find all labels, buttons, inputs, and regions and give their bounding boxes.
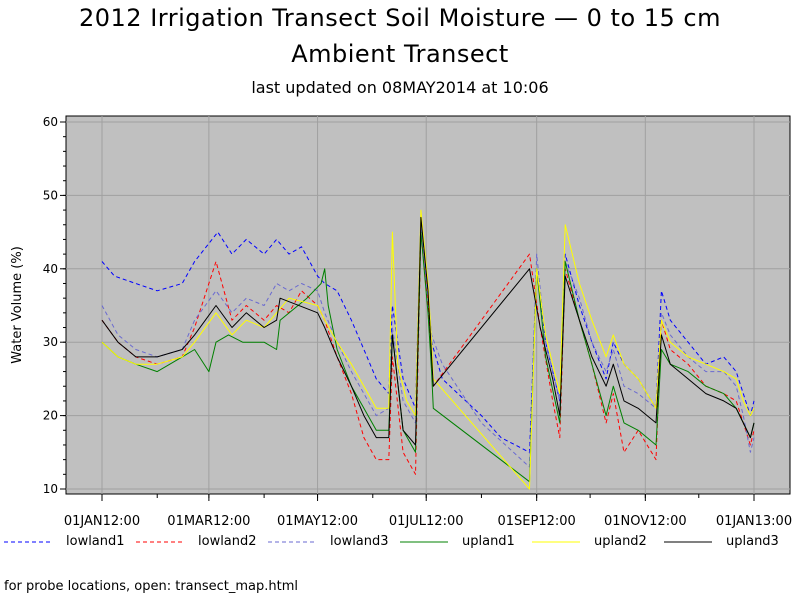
y-tick-label: 10	[43, 482, 58, 496]
legend-label-lowland1: lowland1	[66, 534, 125, 549]
gridlines	[66, 116, 790, 494]
axes: 10 20 30 40 50 60 01JAN12:00 01MAR12:00 01MAY12:…	[10, 115, 792, 529]
y-axis-label: Water Volume (%)	[10, 246, 25, 364]
x-tick-label: 01JUL12:00	[389, 514, 464, 529]
y-tick-label: 40	[43, 262, 58, 276]
series-line-upland2	[101, 209, 755, 490]
probe-location-note: for probe locations, open: transect_map.…	[4, 579, 299, 594]
x-tick-label: 01SEP12:00	[498, 514, 576, 529]
legend-label-upland1: upland1	[462, 534, 515, 549]
series-lines	[101, 209, 755, 490]
chart-subtitle: Ambient Transect	[291, 40, 509, 68]
x-tick-label: 01JAN12:00	[64, 514, 140, 529]
x-tick-label: 01MAY12:00	[277, 514, 358, 529]
y-tick-label: 50	[43, 188, 58, 202]
y-tick-label: 20	[43, 409, 58, 423]
legend-label-upland2: upland2	[594, 534, 647, 549]
x-tick-label: 01NOV12:00	[604, 514, 687, 529]
y-tick-label: 30	[43, 335, 58, 349]
x-tick-label: 01JAN13:00	[716, 514, 792, 529]
chart-title: 2012 Irrigation Transect Soil Moisture —…	[78, 4, 722, 32]
y-tick-label: 60	[43, 115, 58, 129]
last-updated-text: last updated on 08MAY2014 at 10:06	[251, 78, 549, 97]
x-tick-label: 01MAR12:00	[167, 514, 250, 529]
legend-label-lowland2: lowland2	[198, 534, 257, 549]
series-line-upland3	[101, 216, 755, 446]
legend-label-upland3: upland3	[726, 534, 779, 549]
legend-label-lowland3: lowland3	[330, 534, 389, 549]
